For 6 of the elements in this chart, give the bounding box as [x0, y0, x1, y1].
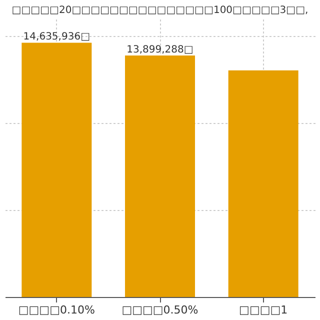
x-tick-label: □□□□0.50% [122, 304, 198, 316]
x-tick-label: □□□□0.10% [18, 304, 95, 316]
data-label: 13,899,288□ [126, 44, 194, 56]
x-tick-label: □□□□1 [239, 304, 288, 316]
chart-title: □□□□□20□□□□□□□□□□□□□□□100□□□□□3□□, [12, 5, 308, 16]
data-label: 14,635,936□ [23, 32, 90, 43]
